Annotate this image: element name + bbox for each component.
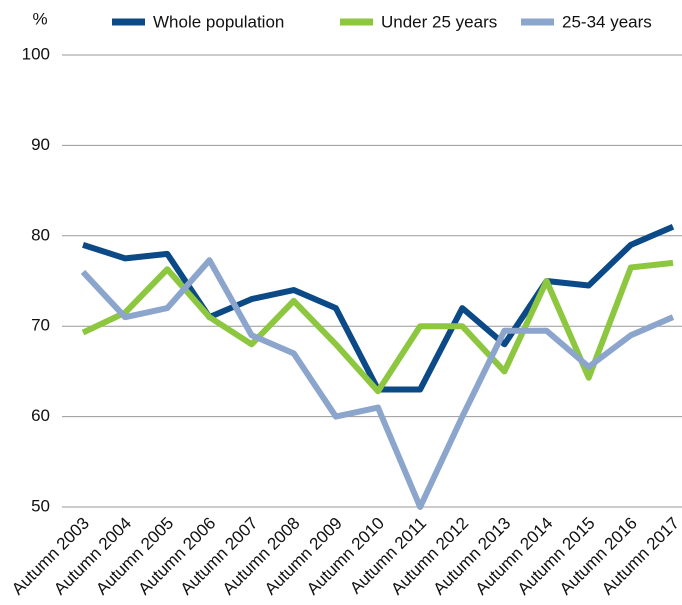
y-axis-label: % bbox=[32, 9, 47, 28]
y-tick-label: 80 bbox=[31, 225, 50, 244]
y-tick-label: 60 bbox=[31, 406, 50, 425]
y-tick-label: 70 bbox=[31, 316, 50, 335]
y-tick-label: 50 bbox=[31, 496, 50, 515]
series-line bbox=[81, 259, 674, 395]
series-line bbox=[80, 257, 675, 510]
y-tick-label: 90 bbox=[31, 135, 50, 154]
y-tick-label: 100 bbox=[22, 44, 50, 63]
legend-label: 25-34 years bbox=[562, 12, 652, 31]
legend-label: Whole population bbox=[153, 12, 284, 31]
legend-label: Under 25 years bbox=[381, 12, 497, 31]
